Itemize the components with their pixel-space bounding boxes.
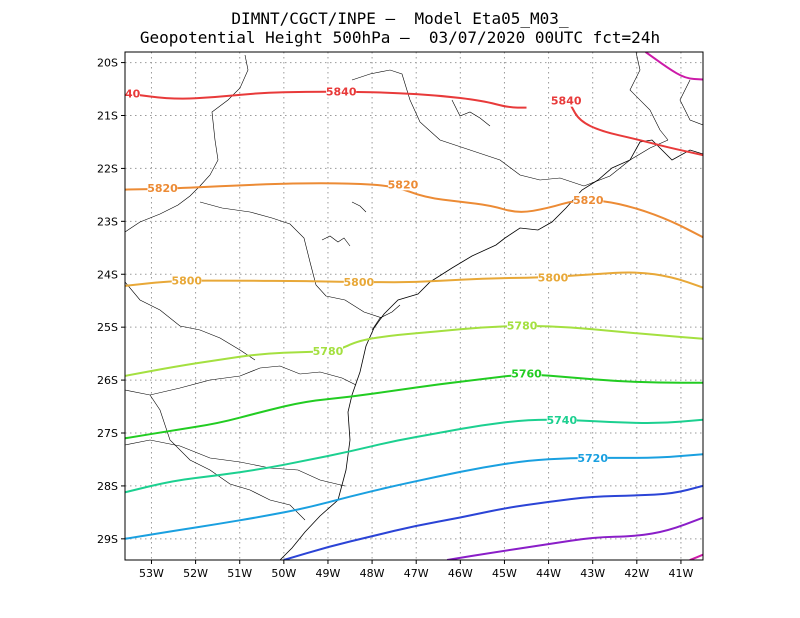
- contour-5800: [125, 271, 703, 289]
- contour-label-5840: 5840: [110, 87, 141, 100]
- lon-tick-label: 50W: [271, 567, 296, 580]
- contour-label-5800: 5800: [171, 275, 202, 288]
- border-ms-par: [125, 281, 256, 361]
- lat-tick-label: 27S: [97, 427, 118, 440]
- border-mg-es: [629, 52, 669, 141]
- border-mg-sp-2: [351, 69, 585, 187]
- contour-label-bg: [326, 84, 357, 98]
- border-es-ba: [679, 79, 703, 126]
- map-frame: [124, 51, 704, 561]
- contour-lines: 5840 5840 5840 5820 5820 5820 5800 5800 5800 5780…: [110, 52, 703, 560]
- coastline-borders: [125, 52, 703, 560]
- lat-tick-label: 22S: [97, 162, 118, 175]
- contour-5740: [125, 418, 703, 494]
- border-ms-pr: [125, 159, 219, 233]
- lat-tick-label: 21S: [97, 110, 118, 123]
- contour-label-5820: 5820: [388, 178, 419, 191]
- contour-label-5840: 5840: [551, 95, 582, 108]
- contour-label-bg: [511, 366, 542, 380]
- contour-label-bg: [573, 193, 604, 207]
- lon-tick-label: 51W: [227, 567, 252, 580]
- contour-label-bg: [125, 86, 140, 100]
- lon-tick-label: 49W: [316, 567, 341, 580]
- contour-5780: [125, 325, 703, 377]
- contour-5860: [645, 52, 703, 81]
- border-sc-rs: [125, 439, 346, 487]
- contour-5760: [125, 373, 703, 440]
- contour-5840: [569, 104, 703, 157]
- border-pr-sc: [125, 365, 357, 396]
- contour-label-5720: 5720: [577, 452, 608, 465]
- contour-5820: [125, 182, 703, 239]
- contour-label-bg: [343, 275, 374, 289]
- lat-tick-label: 23S: [97, 215, 118, 228]
- reservoir: [321, 235, 351, 247]
- border-mg-sp: [211, 54, 249, 161]
- lon-tick-label: 42W: [624, 567, 649, 580]
- border-argentina: [149, 394, 306, 521]
- lon-tick-label: 53W: [139, 567, 164, 580]
- contour-label-bg: [551, 93, 582, 107]
- lon-tick-label: 47W: [404, 567, 429, 580]
- lon-tick-label: 48W: [360, 567, 385, 580]
- contour-label-5820: 5820: [147, 182, 178, 195]
- lat-tick-label: 24S: [97, 268, 118, 281]
- lat-tick-label: 20S: [97, 57, 118, 70]
- lat-lon-grid: [125, 52, 703, 560]
- reservoir-3: [451, 99, 491, 127]
- lat-tick-label: 25S: [97, 321, 118, 334]
- bay-paranagua: [371, 304, 401, 331]
- lon-tick-label: 52W: [183, 567, 208, 580]
- contour-label-bg: [537, 270, 568, 284]
- contour-label-5840: 5840: [326, 86, 357, 99]
- lon-tick-label: 46W: [448, 567, 473, 580]
- lon-tick-label: 41W: [669, 567, 694, 580]
- lat-tick-label: 28S: [97, 480, 118, 493]
- contour-label-5740: 5740: [546, 414, 577, 427]
- lat-tick-label: 29S: [97, 533, 118, 546]
- reservoir-2: [351, 201, 367, 213]
- contour-label-bg: [171, 273, 202, 287]
- axis-ticks: 53W 52W 51W 50W 49W 48W 47W 46W 45W 44W 43W 42W 41W 2…: [97, 57, 693, 580]
- coastline: [279, 139, 703, 560]
- border-mg-rj: [583, 139, 669, 187]
- contour-label-5800: 5800: [538, 271, 569, 284]
- contour-label-5780: 5780: [313, 345, 344, 358]
- lat-tick-label: 26S: [97, 374, 118, 387]
- contour-label-5800: 5800: [344, 276, 375, 289]
- border-sp-pr: [199, 201, 383, 319]
- contour-label-bg: [312, 343, 343, 357]
- title-line-2: Geopotential Height 500hPa – 03/07/2020 …: [139, 28, 661, 47]
- contour-label-bg: [507, 318, 538, 332]
- contour-label-5820: 5820: [573, 194, 604, 207]
- title-line-1: DIMNT/CGCT/INPE – Model Eta05_M03_: [231, 9, 569, 28]
- contour-label-bg: [147, 180, 178, 194]
- contour-label-bg: [387, 177, 418, 191]
- contour-label-bg: [577, 450, 608, 464]
- lon-tick-label: 45W: [492, 567, 517, 580]
- contour-label-bg: [546, 412, 577, 426]
- contour-label-5780: 5780: [507, 320, 538, 333]
- contour-5700: [283, 484, 703, 560]
- lon-tick-label: 44W: [536, 567, 561, 580]
- contour-label-5760: 5760: [511, 368, 542, 381]
- contour-5660: [689, 553, 703, 560]
- contour-5680: [446, 516, 703, 560]
- lon-tick-label: 43W: [580, 567, 605, 580]
